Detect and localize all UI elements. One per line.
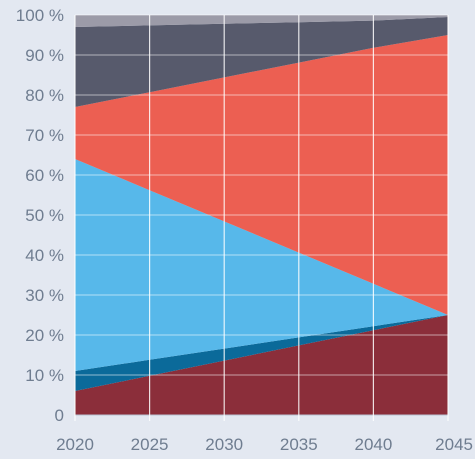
y-tick-label: 0 bbox=[55, 406, 64, 425]
y-tick-label: 40 % bbox=[25, 246, 64, 265]
x-tick-label: 2025 bbox=[131, 435, 169, 454]
gridlines bbox=[74, 14, 449, 421]
x-tick-label: 2020 bbox=[56, 435, 94, 454]
x-tick-label: 2045 bbox=[435, 435, 473, 454]
y-tick-label: 30 % bbox=[25, 286, 64, 305]
y-tick-label: 50 % bbox=[25, 206, 64, 225]
area-series-5 bbox=[75, 17, 448, 107]
y-axis-tick-labels: 0 10 % 20 % 30 % 40 % 50 % 60 % 70 % 80 % 90 % 100… bbox=[16, 6, 64, 425]
y-tick-label: 100 % bbox=[16, 6, 64, 25]
y-tick-label: 60 % bbox=[25, 166, 64, 185]
area-series-1 bbox=[75, 315, 448, 415]
y-tick-label: 70 % bbox=[25, 126, 64, 145]
x-tick-label: 2040 bbox=[354, 435, 392, 454]
x-tick-label: 2035 bbox=[280, 435, 318, 454]
y-tick-label: 90 % bbox=[25, 46, 64, 65]
area-series-2 bbox=[75, 315, 448, 391]
x-axis-tick-labels: 2020 2025 2030 2035 2040 2045 bbox=[56, 435, 473, 454]
y-tick-label: 80 % bbox=[25, 86, 64, 105]
y-tick-label: 10 % bbox=[25, 366, 64, 385]
x-tick-label: 2030 bbox=[205, 435, 243, 454]
area-series-3 bbox=[75, 159, 448, 371]
area-series-6 bbox=[75, 15, 448, 27]
y-tick-label: 20 % bbox=[25, 326, 64, 345]
